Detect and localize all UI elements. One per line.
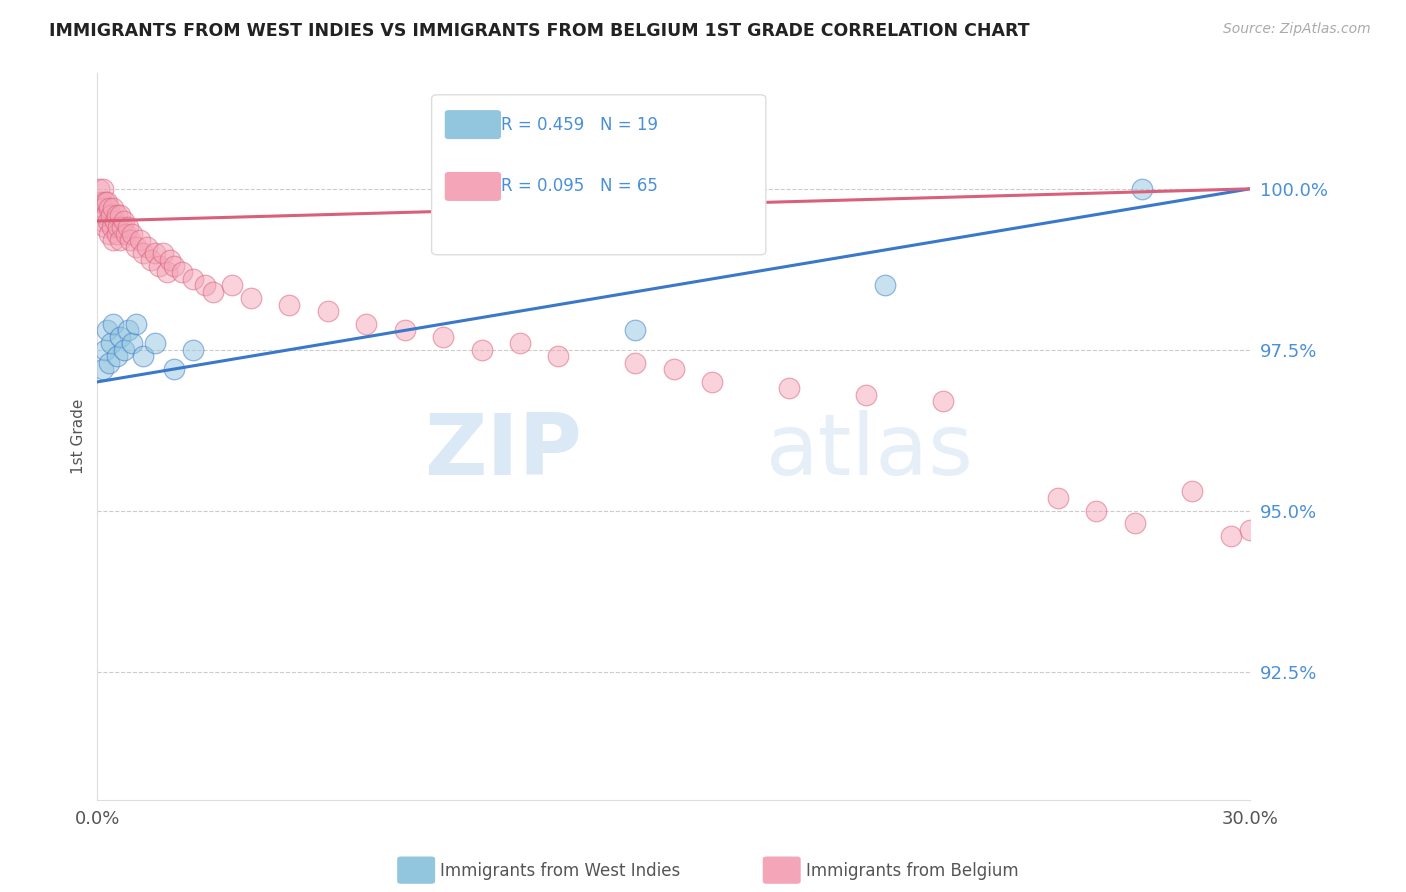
FancyBboxPatch shape xyxy=(432,95,766,255)
Point xyxy=(96,323,118,337)
Point xyxy=(931,394,953,409)
Point xyxy=(107,220,129,235)
Point xyxy=(117,220,139,235)
Point xyxy=(356,317,378,331)
Point xyxy=(159,252,181,267)
Point xyxy=(139,252,162,267)
Point xyxy=(91,214,114,228)
Point xyxy=(136,240,159,254)
Point xyxy=(94,343,117,357)
Point xyxy=(97,227,120,241)
Point xyxy=(97,201,120,215)
Point xyxy=(152,246,174,260)
Text: IMMIGRANTS FROM WEST INDIES VS IMMIGRANTS FROM BELGIUM 1ST GRADE CORRELATION CHA: IMMIGRANTS FROM WEST INDIES VS IMMIGRANT… xyxy=(49,22,1029,40)
Point xyxy=(183,343,205,357)
Point xyxy=(1046,491,1069,505)
Point xyxy=(471,343,494,357)
Point xyxy=(100,208,122,222)
Point xyxy=(316,304,339,318)
Point xyxy=(110,233,132,247)
Point xyxy=(96,194,118,209)
Point xyxy=(125,317,148,331)
Point xyxy=(121,227,143,241)
Point xyxy=(110,330,132,344)
Point xyxy=(278,298,301,312)
Point xyxy=(100,336,122,351)
Point xyxy=(547,349,569,363)
Point xyxy=(89,182,111,196)
Point xyxy=(105,349,128,363)
Point xyxy=(125,240,148,254)
Point xyxy=(624,355,647,369)
Point xyxy=(104,214,127,228)
Point xyxy=(101,233,124,247)
Point xyxy=(101,317,124,331)
Text: Immigrants from West Indies: Immigrants from West Indies xyxy=(440,862,681,880)
Point xyxy=(1123,516,1146,531)
Point xyxy=(132,349,155,363)
Point xyxy=(91,182,114,196)
Point xyxy=(873,278,896,293)
Point xyxy=(143,246,166,260)
Point xyxy=(111,220,134,235)
Point xyxy=(143,336,166,351)
Text: Immigrants from Belgium: Immigrants from Belgium xyxy=(806,862,1018,880)
Point xyxy=(94,194,117,209)
Point xyxy=(394,323,416,337)
Point xyxy=(163,259,186,273)
Point xyxy=(163,362,186,376)
Point xyxy=(101,201,124,215)
Point xyxy=(778,381,800,395)
Point xyxy=(194,278,217,293)
Point xyxy=(1132,182,1154,196)
Point xyxy=(121,336,143,351)
Point xyxy=(201,285,224,299)
Point xyxy=(1085,503,1108,517)
Text: atlas: atlas xyxy=(766,409,974,492)
Point xyxy=(240,291,263,305)
Point xyxy=(97,355,120,369)
Point xyxy=(105,208,128,222)
Point xyxy=(1239,523,1261,537)
Point xyxy=(155,265,177,279)
Point xyxy=(97,214,120,228)
Point xyxy=(1219,529,1241,543)
Point xyxy=(183,272,205,286)
Point xyxy=(1181,484,1204,499)
Point xyxy=(94,220,117,235)
Point xyxy=(148,259,170,273)
Point xyxy=(509,336,531,351)
Point xyxy=(101,220,124,235)
Point xyxy=(855,388,877,402)
Text: R = 0.095   N = 65: R = 0.095 N = 65 xyxy=(501,178,658,195)
Point xyxy=(118,233,141,247)
Point xyxy=(117,323,139,337)
Y-axis label: 1st Grade: 1st Grade xyxy=(72,399,86,475)
Text: ZIP: ZIP xyxy=(423,409,582,492)
Point xyxy=(170,265,193,279)
FancyBboxPatch shape xyxy=(446,111,501,138)
Point xyxy=(91,362,114,376)
Point xyxy=(128,233,150,247)
Point xyxy=(115,227,138,241)
Point xyxy=(700,375,723,389)
Point xyxy=(432,330,454,344)
Point xyxy=(94,208,117,222)
Point xyxy=(105,227,128,241)
Text: R = 0.459   N = 19: R = 0.459 N = 19 xyxy=(501,116,658,134)
Point xyxy=(662,362,685,376)
Point xyxy=(91,201,114,215)
Text: Source: ZipAtlas.com: Source: ZipAtlas.com xyxy=(1223,22,1371,37)
Point xyxy=(624,323,647,337)
Point xyxy=(90,194,112,209)
Point xyxy=(112,343,135,357)
FancyBboxPatch shape xyxy=(446,173,501,200)
Point xyxy=(132,246,155,260)
Point xyxy=(110,208,132,222)
Point xyxy=(221,278,243,293)
Point xyxy=(112,214,135,228)
